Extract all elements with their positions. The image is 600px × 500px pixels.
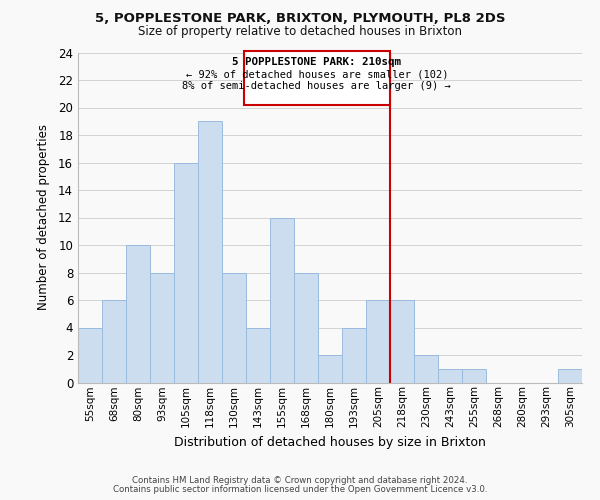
Text: 5 POPPLESTONE PARK: 210sqm: 5 POPPLESTONE PARK: 210sqm	[232, 58, 401, 68]
Bar	[270, 218, 294, 382]
Bar	[150, 272, 174, 382]
Bar	[198, 121, 222, 382]
Text: Contains public sector information licensed under the Open Government Licence v3: Contains public sector information licen…	[113, 485, 487, 494]
Text: Size of property relative to detached houses in Brixton: Size of property relative to detached ho…	[138, 25, 462, 38]
Bar	[342, 328, 366, 382]
FancyBboxPatch shape	[244, 51, 390, 105]
Bar	[102, 300, 126, 382]
X-axis label: Distribution of detached houses by size in Brixton: Distribution of detached houses by size …	[174, 436, 486, 448]
Text: 8% of semi-detached houses are larger (9) →: 8% of semi-detached houses are larger (9…	[182, 82, 451, 92]
Bar	[78, 328, 102, 382]
Bar	[366, 300, 390, 382]
Bar	[558, 369, 582, 382]
Bar	[174, 162, 198, 382]
Bar	[126, 245, 150, 382]
Text: Contains HM Land Registry data © Crown copyright and database right 2024.: Contains HM Land Registry data © Crown c…	[132, 476, 468, 485]
Bar	[246, 328, 270, 382]
Bar	[318, 355, 342, 382]
Y-axis label: Number of detached properties: Number of detached properties	[37, 124, 50, 310]
Text: ← 92% of detached houses are smaller (102): ← 92% of detached houses are smaller (10…	[185, 70, 448, 80]
Bar	[414, 355, 438, 382]
Bar	[438, 369, 462, 382]
Bar	[294, 272, 318, 382]
Bar	[222, 272, 246, 382]
Bar	[462, 369, 486, 382]
Text: 5, POPPLESTONE PARK, BRIXTON, PLYMOUTH, PL8 2DS: 5, POPPLESTONE PARK, BRIXTON, PLYMOUTH, …	[95, 12, 505, 26]
Bar	[390, 300, 414, 382]
